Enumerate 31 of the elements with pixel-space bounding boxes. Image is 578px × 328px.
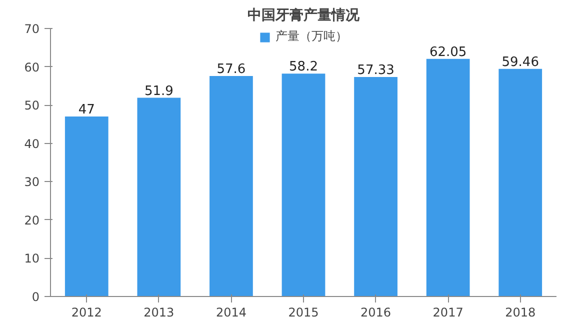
y-tick-label: 30 [24,175,40,190]
data-label: 47 [78,102,95,118]
bar [282,74,326,296]
x-tick-label: 2018 [505,306,536,320]
data-label: 62.05 [429,44,467,60]
y-tick-label: 50 [24,98,40,113]
x-tick-label: 2016 [360,306,392,320]
y-tick-label: 60 [24,60,40,74]
data-label: 51.9 [144,84,174,99]
x-tick-label: 2013 [144,306,174,320]
bar [210,76,253,296]
x-tick-label: 2012 [71,306,102,320]
legend-label: 产量（万吨） [276,28,348,45]
y-tick-label: 70 [24,22,40,36]
data-label: 57.33 [357,63,394,78]
y-tick-label: 20 [24,213,40,228]
bar [137,98,181,296]
bar [426,58,470,296]
bar [498,68,542,296]
y-tick-label: 0 [32,290,40,304]
x-tick-label: 2017 [432,306,464,320]
data-label: 57.6 [216,62,246,77]
y-tick-label: 10 [24,252,40,266]
y-tick-label: 40 [24,136,40,151]
chart-title: 中国牙膏产量情况 [248,6,360,24]
bar [64,116,108,296]
data-label: 58.2 [289,60,318,75]
x-tick-label: 2014 [216,306,246,320]
data-label: 59.46 [502,54,539,70]
x-tick-label: 2015 [288,306,319,320]
bar [354,77,398,296]
